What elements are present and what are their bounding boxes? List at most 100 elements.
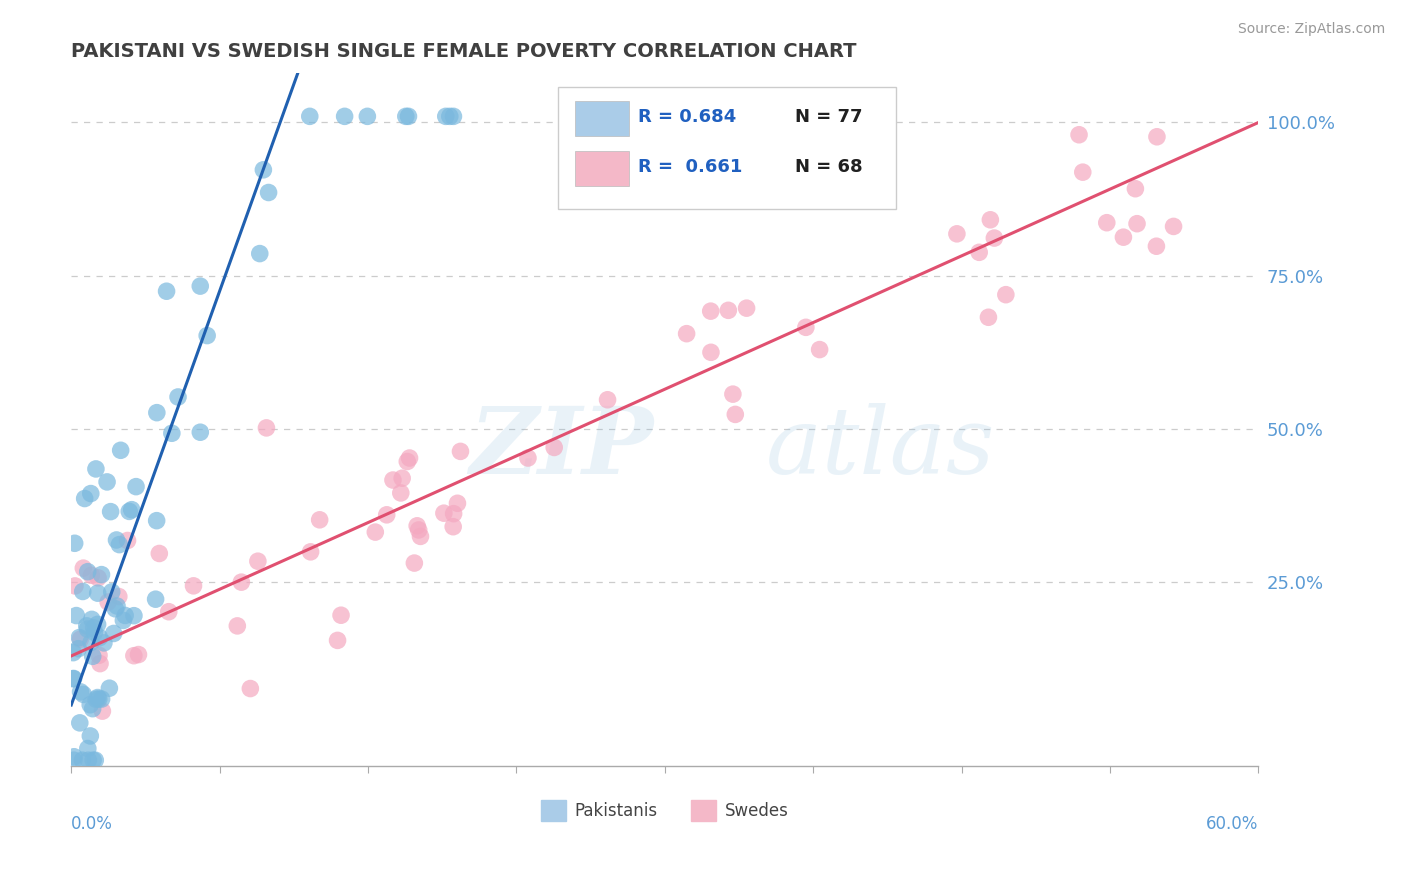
Point — [155, 284, 177, 298]
Point — [104, 602, 127, 616]
Point — [148, 546, 170, 560]
Text: R =  0.661: R = 0.661 — [637, 158, 742, 176]
Point — [72, 561, 94, 575]
Point — [105, 533, 128, 547]
Point — [257, 186, 280, 200]
Legend: Pakistanis, Swedes: Pakistanis, Swedes — [534, 794, 794, 827]
Point — [1146, 129, 1168, 144]
Point — [97, 595, 120, 609]
FancyBboxPatch shape — [575, 151, 630, 186]
Point — [356, 109, 378, 123]
Point — [82, 649, 104, 664]
Point — [121, 502, 143, 516]
Point — [808, 343, 831, 357]
Point — [1163, 219, 1185, 234]
Point — [381, 473, 404, 487]
Point — [983, 231, 1005, 245]
Point — [226, 619, 249, 633]
Point — [103, 626, 125, 640]
Point — [252, 162, 274, 177]
Point — [86, 617, 108, 632]
Point — [195, 328, 218, 343]
Point — [977, 310, 1000, 325]
Point — [254, 421, 277, 435]
Point — [108, 590, 131, 604]
Point — [100, 505, 122, 519]
Point — [188, 425, 211, 440]
Point — [439, 109, 461, 123]
Point — [98, 681, 121, 696]
Point — [76, 741, 98, 756]
Point — [1071, 165, 1094, 179]
Point — [90, 692, 112, 706]
Text: ZIP: ZIP — [468, 402, 652, 492]
Point — [108, 538, 131, 552]
Point — [434, 109, 457, 123]
Point — [87, 692, 110, 706]
Text: N = 68: N = 68 — [796, 158, 863, 176]
Point — [83, 621, 105, 635]
Point — [404, 556, 426, 570]
Point — [83, 625, 105, 640]
Point — [330, 608, 353, 623]
Point — [67, 641, 90, 656]
Point — [96, 475, 118, 489]
Point — [979, 212, 1001, 227]
Point — [596, 392, 619, 407]
Point — [76, 565, 98, 579]
Point — [1144, 239, 1167, 253]
Point — [62, 672, 84, 686]
Point — [84, 692, 107, 706]
Point — [160, 426, 183, 441]
Point — [91, 704, 114, 718]
Point — [967, 245, 990, 260]
Point — [183, 579, 205, 593]
Point — [946, 227, 969, 241]
Point — [1067, 128, 1090, 142]
Point — [146, 406, 169, 420]
Point — [167, 390, 190, 404]
Text: Source: ZipAtlas.com: Source: ZipAtlas.com — [1237, 22, 1385, 37]
Point — [375, 508, 398, 522]
Point — [794, 320, 817, 334]
Point — [122, 608, 145, 623]
Point — [398, 450, 420, 465]
Point — [65, 608, 87, 623]
Point — [110, 443, 132, 458]
Point — [100, 585, 122, 599]
Point — [1126, 217, 1149, 231]
Point — [80, 635, 103, 649]
Point — [1112, 230, 1135, 244]
Point — [62, 672, 84, 686]
Point — [87, 648, 110, 663]
Text: PAKISTANI VS SWEDISH SINGLE FEMALE POVERTY CORRELATION CHART: PAKISTANI VS SWEDISH SINGLE FEMALE POVER… — [72, 42, 856, 61]
Point — [721, 387, 744, 401]
Point — [443, 109, 465, 123]
Point — [90, 567, 112, 582]
Point — [89, 631, 111, 645]
Point — [63, 579, 86, 593]
Point — [80, 486, 103, 500]
Point — [145, 514, 167, 528]
Point — [112, 614, 135, 628]
Point — [1125, 182, 1147, 196]
Point — [231, 575, 253, 590]
Point — [333, 109, 356, 123]
Point — [114, 608, 136, 623]
Point — [63, 749, 86, 764]
Point — [994, 287, 1017, 301]
Point — [67, 631, 90, 645]
Point — [299, 545, 322, 559]
Point — [77, 753, 100, 767]
Point — [118, 504, 141, 518]
Point — [543, 441, 565, 455]
Point — [89, 657, 111, 671]
Point — [433, 506, 456, 520]
Point — [675, 326, 697, 341]
Point — [409, 529, 432, 543]
Point — [86, 586, 108, 600]
Point — [73, 491, 96, 506]
Point — [128, 648, 150, 662]
FancyBboxPatch shape — [558, 87, 897, 209]
Point — [72, 687, 94, 701]
